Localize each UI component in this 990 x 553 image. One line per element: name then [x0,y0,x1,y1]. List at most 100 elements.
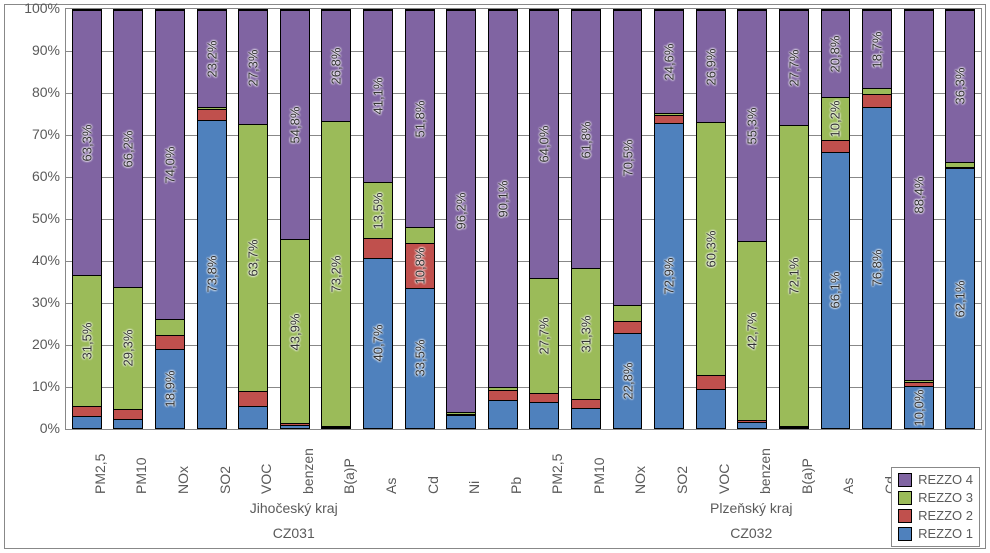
bar-slot: 72,9% 24,6% [648,9,690,429]
bar-segment: 74,0% [156,10,184,319]
data-label: 51,8% [412,100,427,137]
bar-slot: 73,8% 23,2% [191,9,233,429]
data-label: 23,2% [204,41,219,78]
bar-segment: 20,8% [822,10,850,97]
data-label: 55,3% [745,108,760,145]
stacked-bar: 42,7% 55,3% [737,9,767,429]
bar-segment: 26,9% [697,10,725,122]
stacked-bar: 31,3% 61,8% [571,9,601,429]
bar-segment [905,380,933,383]
stacked-bar: 18,9%74,0% [155,9,185,429]
data-label: 31,3% [578,316,593,353]
bar-segment: 63,7% [239,124,267,391]
plot-area: 31,5%63,3%29,3%66,2%18,9%74,0%73,8%23,2%… [65,8,982,430]
x-tick-label: Ni [466,481,482,494]
bar-slot: 29,3% 66,2% [108,9,150,429]
bar-segment: 61,8% [572,10,600,268]
x-tick-label: As [840,478,856,494]
data-label: 42,7% [745,312,760,349]
data-label: 60,3% [703,231,718,268]
bar-slot: 76,8%18,7% [856,9,898,429]
legend-item: REZZO 4 [898,471,973,489]
data-label: 61,8% [578,121,593,158]
bar-slot: 40,7%13,5%41,1% [357,9,399,429]
x-tick-label: SO2 [217,466,233,494]
y-tick-label: 40% [10,252,60,268]
bar-segment [489,387,517,390]
data-label: 90,1% [495,180,510,217]
stacked-bar: 66,1% 10,2%20,8% [821,9,851,429]
data-label: 26,9% [703,48,718,85]
stacked-bar: 27,7% 64,0% [529,9,559,429]
data-label: 72,9% [662,258,677,295]
bar-segment [322,427,350,428]
bar-segment [738,420,766,422]
bar-segment: 23,2% [198,10,226,107]
x-tick-label: PM2,5 [549,454,565,494]
bar-segment [655,113,683,115]
bar-slot: 22,8%70,5% [607,9,649,429]
x-tick-label: benzen [757,448,773,494]
bar-segment: 64,0% [530,10,558,278]
bar-segment [614,305,642,321]
data-label: 24,6% [662,44,677,81]
bar-segment [322,426,350,427]
bar-segment: 27,7% [780,10,808,125]
bar-segment: 73,8% [198,120,226,428]
bar-slot: 18,9%74,0% [149,9,191,429]
bar-segment: 10,2% [822,97,850,140]
stacked-bar: 40,7%13,5%41,1% [363,9,393,429]
stacked-bar: 72,1%27,7% [779,9,809,429]
bar-segment [114,409,142,419]
bar-segment [489,400,517,428]
legend-item: REZZO 1 [898,525,973,543]
bar-segment: 88,4% [905,10,933,380]
x-tick-label: NOx [632,466,648,494]
y-tick-label: 90% [10,42,60,58]
data-label: 26,8% [329,48,344,85]
stacked-bar: 72,9% 24,6% [654,9,684,429]
bar-segment: 31,3% [572,268,600,399]
group-region-label: Jihočeský kraj [65,500,523,516]
legend-swatch [898,509,912,523]
bar-segment [614,321,642,333]
data-label: 66,2% [121,130,136,167]
data-label: 22,8% [620,362,635,399]
bars-container: 31,5%63,3%29,3%66,2%18,9%74,0%73,8%23,2%… [66,9,981,429]
data-label: 54,8% [287,107,302,144]
x-tick-label: B(a)P [799,458,815,494]
stacked-bar: 73,8% 23,2% [197,9,227,429]
legend-swatch [898,473,912,487]
x-tick-label: benzen [300,448,316,494]
bar-slot: 10,0%88,4% [898,9,940,429]
bar-segment: 13,5% [364,182,392,238]
bar-segment: 29,3% [114,287,142,409]
bar-segment: 36,3% [946,10,974,162]
bar-segment [572,408,600,428]
bar-segment: 54,8% [281,10,309,239]
group-code-label: CZ031 [65,525,523,541]
bar-segment [447,414,475,415]
bar-slot: 27,7% 64,0% [524,9,566,429]
data-label: 88,4% [911,177,926,214]
bar-slot: 31,3% 61,8% [565,9,607,429]
bar-segment [73,406,101,416]
bar-segment [655,115,683,123]
y-tick-label: 70% [10,126,60,142]
bar-segment [281,423,309,425]
bar-segment [281,425,309,428]
bar-segment [530,402,558,428]
data-label: 66,1% [828,272,843,309]
bar-segment [780,427,808,428]
data-label: 64,0% [537,126,552,163]
bar-slot: 60,3% 26,9% [690,9,732,429]
bar-segment: 33,5% [406,288,434,428]
bar-segment: 18,7% [863,10,891,88]
stacked-bar: 90,1% [488,9,518,429]
bar-segment: 66,2% [114,10,142,287]
stacked-bar: 33,5%10,8%51,8% [405,9,435,429]
bar-segment [946,167,974,169]
bar-segment [114,419,142,428]
stacked-bar: 29,3% 66,2% [113,9,143,429]
data-label: 27,7% [537,317,552,354]
